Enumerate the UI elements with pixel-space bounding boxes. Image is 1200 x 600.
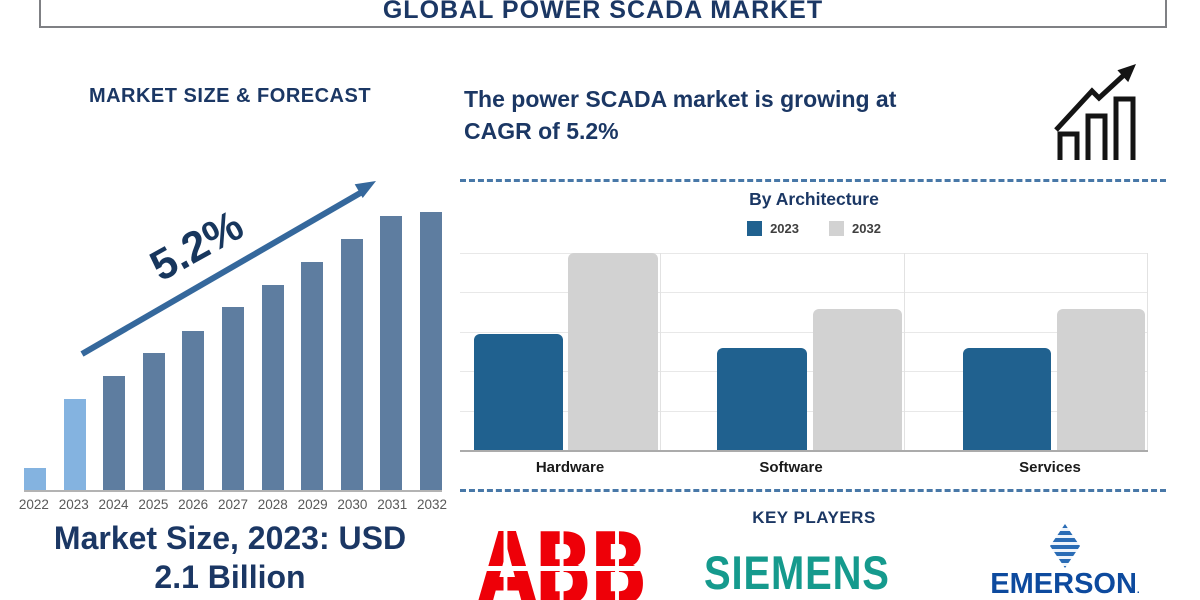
abb-letter: A — [477, 518, 537, 600]
emerson-logo-suffix: . — [1136, 585, 1140, 596]
forecast-year-label: 2022 — [18, 497, 49, 512]
key-players-title: KEY PLAYERS — [752, 508, 876, 527]
abb-logo-horizontal-slit — [477, 566, 653, 571]
arch-bar-services-2032 — [1057, 309, 1145, 450]
category-label-software: Software — [759, 459, 823, 476]
forecast-bar-2023 — [63, 399, 86, 490]
arch-bar-hardware-2023 — [474, 334, 563, 450]
market-size-line2: 2.1 Billion — [154, 559, 306, 596]
category-label-services: Services — [1019, 459, 1081, 476]
forecast-axis-labels: 2022 2023 2024 2025 2026 2027 2028 2029 2030 2031… — [14, 497, 452, 512]
cagr-headline: The power SCADA market is growing at CAG… — [464, 84, 1039, 147]
forecast-year-label: 2026 — [178, 497, 209, 512]
legend-label-2023: 2023 — [770, 221, 799, 236]
forecast-year-label: 2028 — [257, 497, 288, 512]
siemens-logo: SIEMENS — [704, 546, 890, 599]
forecast-bar-2031 — [380, 216, 403, 490]
abb-letter: B — [589, 518, 649, 600]
h-gridline — [460, 253, 1148, 254]
growth-chart-icon — [1054, 64, 1136, 160]
arch-bar-software-2023 — [717, 348, 807, 450]
market-size-forecast-title: MARKET SIZE & FORECAST — [88, 85, 372, 107]
legend-item-2032: 2032 — [829, 221, 881, 236]
cagr-headline-line2: CAGR of 5.2% — [464, 117, 619, 144]
forecast-year-label: 2025 — [138, 497, 169, 512]
emerson-logo: EMERSON. — [985, 524, 1145, 599]
v-gridline — [1147, 253, 1148, 450]
forecast-year-label: 2029 — [297, 497, 328, 512]
arch-bar-software-2032 — [813, 309, 902, 450]
by-architecture-title: By Architecture — [749, 189, 879, 209]
dashed-divider-bottom — [460, 489, 1166, 492]
h-gridline — [460, 332, 1148, 333]
dashed-divider-top — [460, 179, 1166, 182]
forecast-year-label: 2023 — [58, 497, 89, 512]
forecast-bar-2026 — [182, 331, 205, 490]
forecast-bar-2027 — [221, 307, 244, 490]
market-size-line1: Market Size, 2023: USD — [53, 520, 407, 556]
cagr-headline-line1: The power SCADA market is growing at — [464, 86, 897, 112]
market-size-caption: Market Size, 2023: USD 2.1 Billion — [5, 519, 455, 597]
forecast-bar-2025 — [142, 353, 165, 490]
v-gridline — [660, 253, 661, 450]
forecast-bar-2029 — [301, 262, 324, 490]
forecast-year-label: 2031 — [377, 497, 408, 512]
page-title: GLOBAL POWER SCADA MARKET — [382, 0, 824, 24]
forecast-year-label: 2030 — [337, 497, 368, 512]
emerson-diamond-icon — [1050, 524, 1080, 568]
emerson-logo-text: EMERSON. — [990, 568, 1140, 600]
abb-logo: ABB — [477, 518, 653, 600]
forecast-year-label: 2027 — [217, 497, 248, 512]
header-title-box: GLOBAL POWER SCADA MARKET — [39, 0, 1167, 28]
legend-swatch-2023 — [747, 221, 763, 236]
h-gridline — [460, 292, 1148, 293]
arch-bar-hardware-2032 — [568, 253, 658, 450]
forecast-bar-2028 — [261, 285, 284, 490]
forecast-bar-2032 — [419, 212, 442, 490]
legend-item-2023: 2023 — [747, 221, 799, 236]
forecast-bar-2030 — [340, 239, 363, 490]
architecture-grouped-bar-chart — [460, 253, 1148, 452]
forecast-year-label: 2032 — [417, 497, 448, 512]
legend-swatch-2032 — [829, 221, 844, 236]
abb-logo-letters: ABB — [477, 511, 649, 600]
legend-label-2032: 2032 — [852, 221, 881, 236]
abb-letter: B — [533, 518, 593, 600]
forecast-bar-chart — [24, 190, 442, 492]
trend-arrow-icon — [80, 181, 376, 357]
category-label-hardware: Hardware — [535, 459, 605, 476]
v-gridline — [904, 253, 905, 450]
arch-bar-services-2023 — [963, 348, 1051, 450]
forecast-year-label: 2024 — [98, 497, 129, 512]
forecast-bar-2024 — [103, 376, 126, 490]
forecast-bar-2022 — [24, 468, 46, 490]
architecture-legend: 2023 2032 — [460, 221, 1168, 236]
